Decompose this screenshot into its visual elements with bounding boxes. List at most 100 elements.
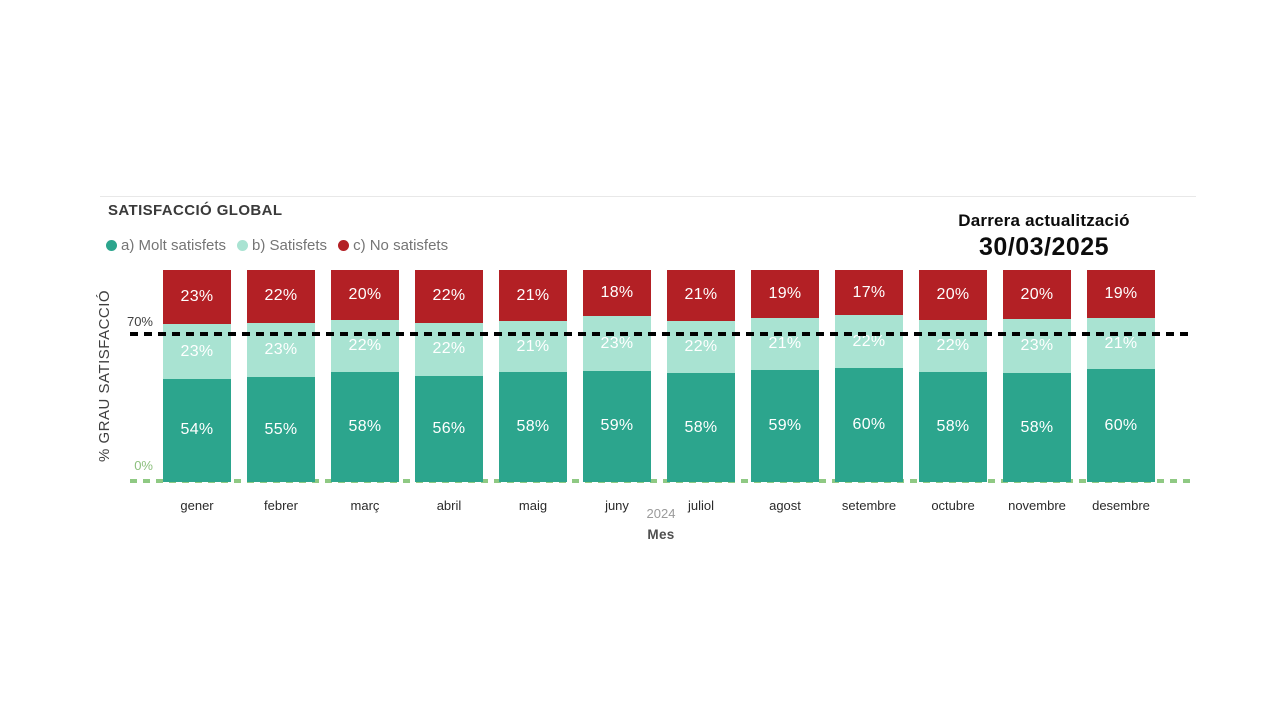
bar-value-label: 22% <box>936 336 970 354</box>
bar-juliol: 21% 22% 58% <box>667 270 735 482</box>
x-tick-label-desembre: desembre <box>1092 498 1150 513</box>
chart-title: SATISFACCIÓ GLOBAL <box>108 202 283 219</box>
bar-segment-desembre-b[interactable]: 21% <box>1087 318 1155 370</box>
bar-value-label: 21% <box>768 335 802 353</box>
bar-segment-juny-c[interactable]: 18% <box>583 270 651 317</box>
bar-segment-novembre-c[interactable]: 20% <box>1003 270 1071 320</box>
bar-value-label: 19% <box>1104 285 1138 302</box>
bar-segment-agost-a[interactable]: 59% <box>751 369 819 482</box>
last-update-label: Darrera actualització <box>958 211 1130 230</box>
x-tick-label-agost: agost <box>769 498 801 513</box>
bar-segment-març-c[interactable]: 20% <box>331 270 399 320</box>
bar-novembre: 20% 23% 58% <box>1003 270 1071 482</box>
bar-segment-octubre-c[interactable]: 20% <box>919 270 987 320</box>
bar-agost: 19% 21% 59% <box>751 270 819 482</box>
bar-segment-juny-a[interactable]: 59% <box>583 370 651 482</box>
bar-segment-desembre-c[interactable]: 19% <box>1087 270 1155 319</box>
bar-segment-setembre-c[interactable]: 17% <box>835 270 903 316</box>
bar-segment-setembre-b[interactable]: 22% <box>835 315 903 369</box>
x-tick-label-juny: juny <box>605 498 629 513</box>
bars: 23% 23% 54% 22% 23% 55% 20% 22% 58% 22% 22% 56% 21% 2… <box>130 270 1193 483</box>
bar-segment-juliol-c[interactable]: 21% <box>667 270 735 321</box>
bar-value-label: 58% <box>348 418 382 436</box>
bar-segment-febrer-a[interactable]: 55% <box>247 377 315 483</box>
bar-value-label: 23% <box>600 334 634 352</box>
bar-segment-abril-b[interactable]: 22% <box>415 322 483 376</box>
bar-value-label: 23% <box>1020 337 1054 355</box>
bar-value-label: 23% <box>180 288 214 306</box>
bar-value-label: 19% <box>768 285 802 303</box>
y-axis-title: % GRAU SATISFACCIÓ <box>96 289 113 463</box>
bar-value-label: 58% <box>936 418 970 436</box>
bar-segment-gener-a[interactable]: 54% <box>163 378 231 482</box>
bar-segment-febrer-c[interactable]: 22% <box>247 270 315 323</box>
bar-segment-maig-b[interactable]: 21% <box>499 321 567 373</box>
bar-value-label: 20% <box>936 285 970 303</box>
bar-segment-desembre-a[interactable]: 60% <box>1087 369 1155 482</box>
bar-segment-octubre-a[interactable]: 58% <box>919 372 987 482</box>
legend-item-molt-satisfets[interactable]: a) Molt satisfets <box>106 237 226 254</box>
bar-segment-març-a[interactable]: 58% <box>331 372 399 482</box>
bar-value-label: 22% <box>432 287 466 305</box>
bar-segment-novembre-a[interactable]: 58% <box>1003 373 1071 482</box>
bar-value-label: 58% <box>1020 418 1054 436</box>
bar-segment-setembre-a[interactable]: 60% <box>835 368 903 482</box>
x-tick-label-novembre: novembre <box>1008 498 1066 513</box>
bar-value-label: 60% <box>852 416 886 434</box>
bar-segment-abril-c[interactable]: 22% <box>415 270 483 323</box>
legend-item-label: a) Molt satisfets <box>121 237 227 254</box>
legend-item-satisfets[interactable]: b) Satisfets <box>237 237 327 254</box>
bar-segment-febrer-b[interactable]: 23% <box>247 322 315 378</box>
bar-segment-agost-c[interactable]: 19% <box>751 270 819 319</box>
bar-segment-novembre-b[interactable]: 23% <box>1003 319 1071 374</box>
x-tick-label-març: març <box>350 498 380 513</box>
bar-segment-gener-c[interactable]: 23% <box>163 270 231 325</box>
bar-segment-maig-a[interactable]: 58% <box>499 372 567 483</box>
bar-value-label: 23% <box>264 340 298 358</box>
legend-dot-icon <box>237 240 249 251</box>
legend-dot-icon <box>338 240 350 251</box>
bar-setembre: 17% 22% 60% <box>835 270 903 482</box>
legend-item-no-satisfets[interactable]: c) No satisfets <box>338 237 448 254</box>
bar-març: 20% 22% 58% <box>331 270 399 482</box>
baseline-dashed <box>130 479 1193 483</box>
bar-value-label: 58% <box>684 418 718 436</box>
x-tick-label-gener: gener <box>180 498 214 513</box>
bar-segment-maig-c[interactable]: 21% <box>499 270 567 322</box>
x-tick-label-maig: maig <box>518 498 548 513</box>
bar-segment-juliol-b[interactable]: 22% <box>667 320 735 374</box>
bar-abril: 22% 22% 56% <box>415 270 483 483</box>
bar-value-label: 21% <box>516 286 550 304</box>
bar-value-label: 21% <box>1104 334 1138 352</box>
bar-segment-abril-a[interactable]: 56% <box>415 375 483 483</box>
legend: a) Molt satisfets b) Satisfets c) No sat… <box>106 237 448 254</box>
bar-segment-juny-b[interactable]: 23% <box>583 316 651 371</box>
bar-value-label: 22% <box>852 332 886 350</box>
bar-value-label: 56% <box>432 419 466 437</box>
bar-value-label: 59% <box>768 416 802 434</box>
bar-segment-octubre-b[interactable]: 22% <box>919 319 987 373</box>
bar-value-label: 17% <box>852 283 886 301</box>
x-tick-label-abril: abril <box>436 498 462 513</box>
bar-value-label: 59% <box>600 417 634 435</box>
legend-item-label: b) Satisfets <box>252 237 328 254</box>
y-tick-0: 0% <box>134 458 153 473</box>
bar-gener: 23% 23% 54% <box>163 270 231 482</box>
bar-segment-juliol-a[interactable]: 58% <box>667 373 735 482</box>
bar-value-label: 55% <box>264 420 298 438</box>
x-tick-label-octubre: octubre <box>931 498 975 513</box>
bar-value-label: 22% <box>264 287 298 305</box>
bar-value-label: 54% <box>180 421 214 439</box>
bar-segment-agost-b[interactable]: 21% <box>751 318 819 370</box>
bar-juny: 18% 23% 59% <box>583 270 651 482</box>
x-axis-title: 2024 Mes <box>511 506 811 542</box>
bar-value-label: 22% <box>432 340 466 358</box>
bar-value-label: 60% <box>1104 416 1138 434</box>
last-update-date: 30/03/2025 <box>978 233 1110 261</box>
bar-value-label: 18% <box>600 284 634 302</box>
bar-febrer: 22% 23% 55% <box>247 270 315 483</box>
bar-octubre: 20% 22% 58% <box>919 270 987 482</box>
x-axis-name: Mes <box>647 527 675 542</box>
bar-segment-març-b[interactable]: 22% <box>331 319 399 373</box>
bar-value-label: 22% <box>684 338 718 356</box>
